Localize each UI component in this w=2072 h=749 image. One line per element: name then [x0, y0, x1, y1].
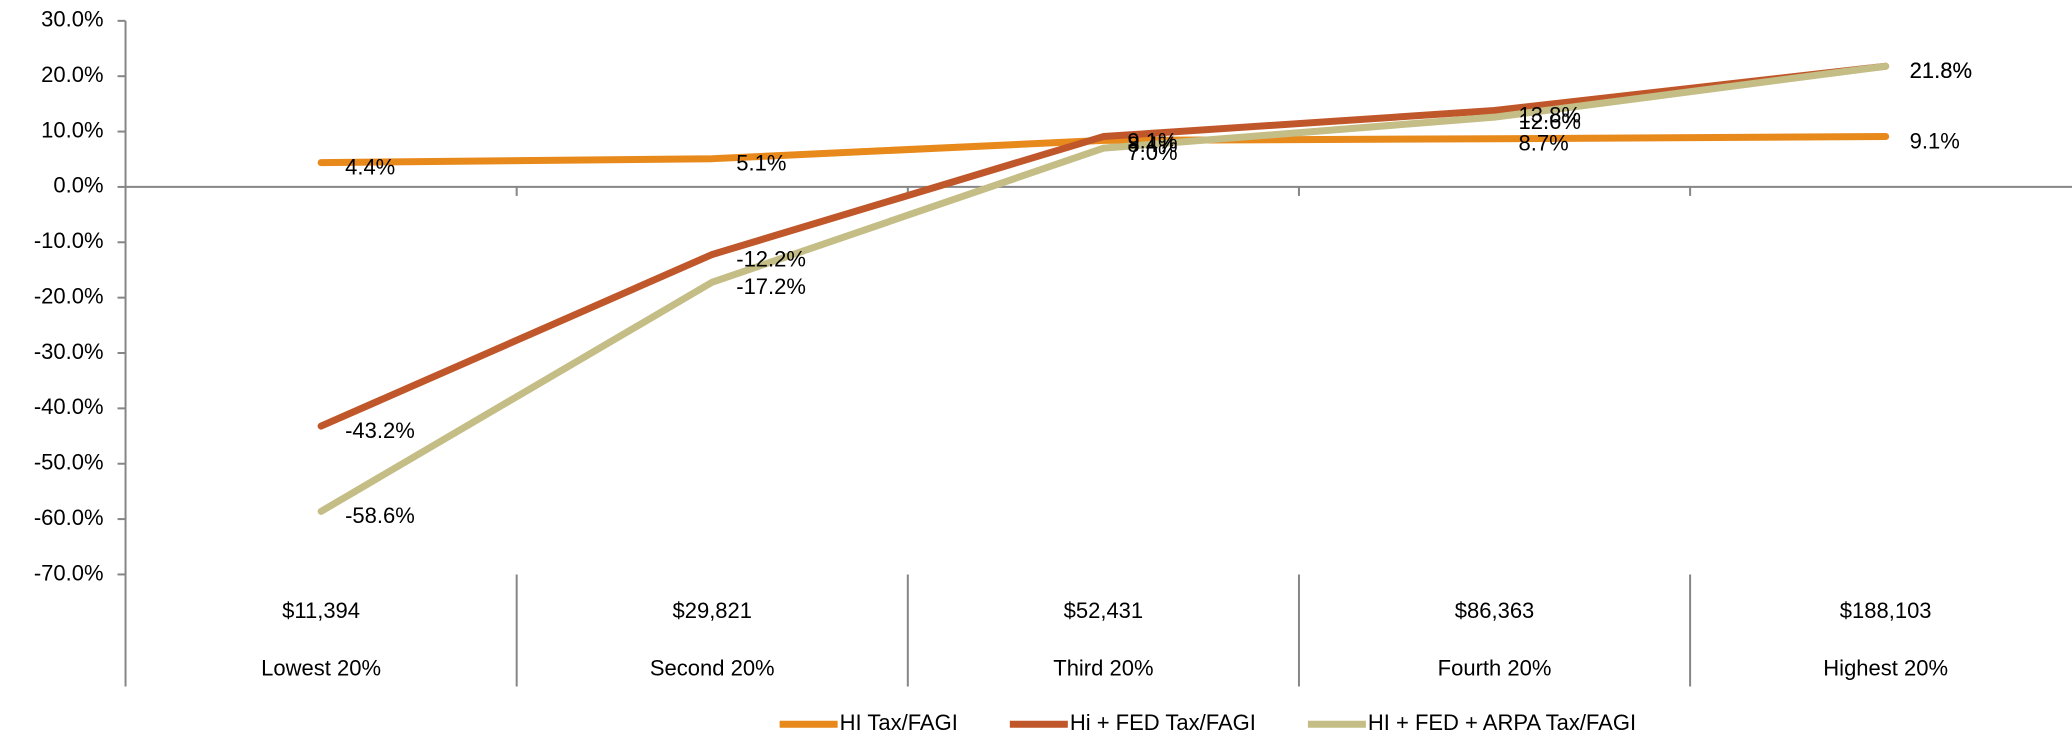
data-label: 8.7% — [1519, 131, 1569, 156]
legend-label: HI Tax/FAGI — [840, 710, 958, 735]
x-group-label: Third 20% — [1053, 655, 1153, 680]
series-line — [317, 62, 1890, 515]
x-tick-label: $86,363 — [1455, 598, 1535, 623]
data-label: 4.4% — [345, 154, 395, 179]
x-group-label: Second 20% — [650, 655, 775, 680]
x-group-label: Lowest 20% — [261, 655, 381, 680]
x-tick-label: $188,103 — [1840, 598, 1932, 623]
x-tick-label: $52,431 — [1064, 598, 1144, 623]
legend-label: HI + FED + ARPA Tax/FAGI — [1368, 710, 1636, 735]
y-tick-label: -30.0% — [34, 339, 104, 364]
y-tick-label: -70.0% — [34, 560, 104, 585]
data-label: -12.2% — [736, 246, 806, 271]
data-label: 9.1% — [1127, 128, 1177, 153]
data-label: -58.6% — [345, 503, 415, 528]
data-label: 21.8% — [1910, 58, 1972, 83]
data-label: -43.2% — [345, 418, 415, 443]
y-tick-label: -40.0% — [34, 394, 104, 419]
data-label: 12.6% — [1519, 109, 1581, 134]
x-group-label: Highest 20% — [1823, 655, 1948, 680]
x-tick-label: $29,821 — [672, 598, 752, 623]
y-tick-label: 0.0% — [53, 173, 103, 198]
y-tick-label: -60.0% — [34, 505, 104, 530]
x-tick-label: $11,394 — [282, 598, 360, 623]
y-tick-label: -50.0% — [34, 450, 104, 475]
data-label: 7.0% — [1127, 140, 1177, 165]
y-tick-label: -20.0% — [34, 283, 104, 308]
y-tick-label: 30.0% — [41, 7, 103, 32]
y-tick-label: -10.0% — [34, 228, 104, 253]
y-tick-label: 10.0% — [41, 117, 103, 142]
data-label: 21.8% — [1910, 58, 1972, 83]
data-label: 13.8% — [1519, 102, 1581, 127]
x-group-label: Fourth 20% — [1438, 655, 1552, 680]
data-label: 8.4% — [1127, 132, 1177, 157]
data-label: 9.1% — [1910, 128, 1960, 153]
series-line — [317, 133, 1890, 167]
legend-label: Hi + FED Tax/FAGI — [1070, 710, 1256, 735]
series-line — [317, 62, 1890, 430]
data-label: 5.1% — [736, 151, 786, 176]
y-tick-label: 20.0% — [41, 62, 103, 87]
data-label: -17.2% — [736, 274, 806, 299]
